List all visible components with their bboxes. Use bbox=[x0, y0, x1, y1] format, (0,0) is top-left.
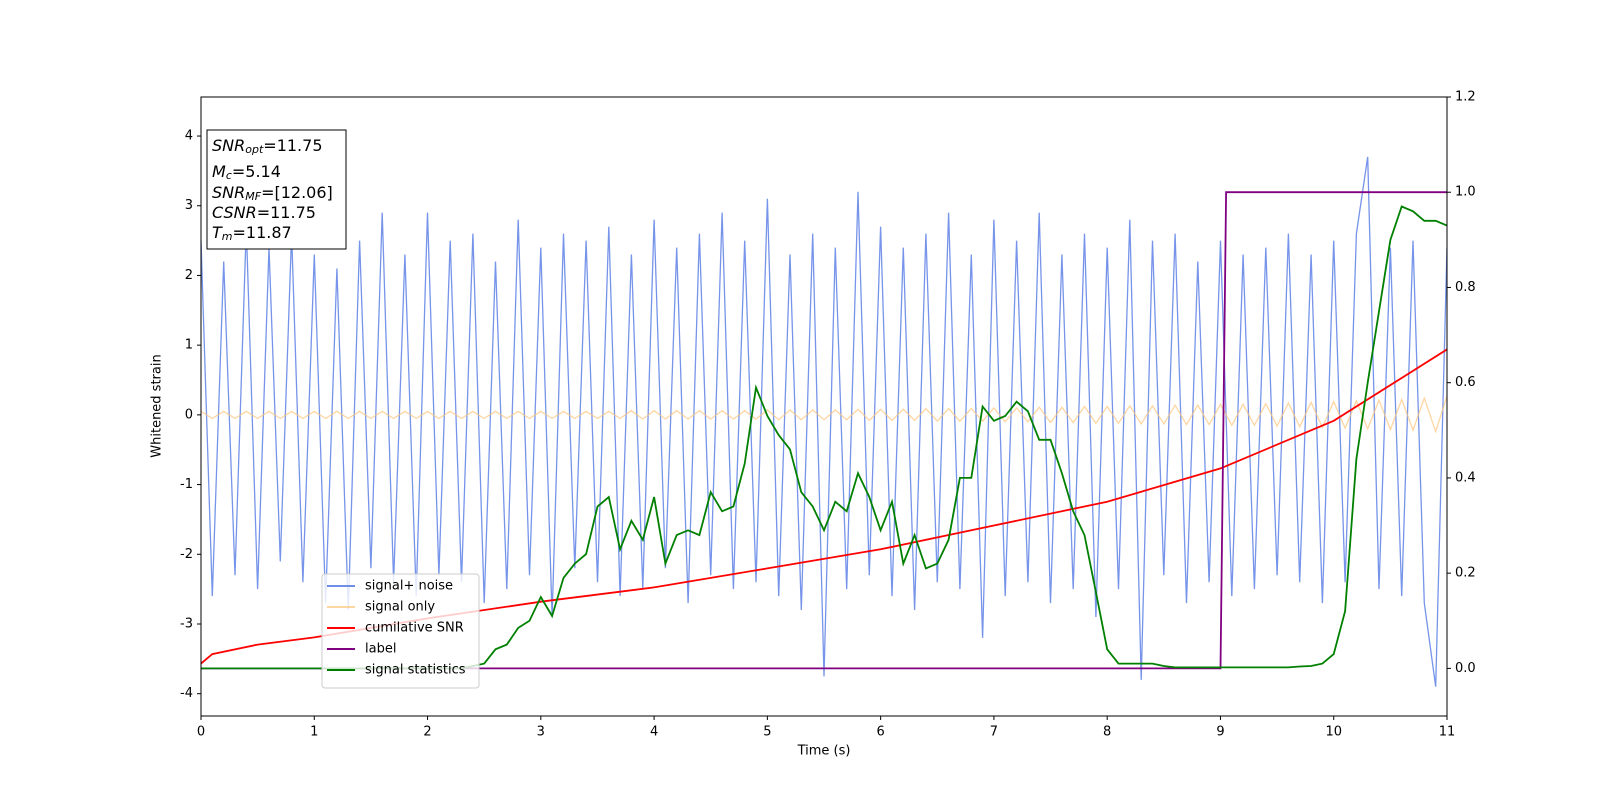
legend: signal+ noise signal only cumilative SNR la… bbox=[321, 573, 480, 689]
legend-label: label bbox=[365, 642, 396, 657]
annotation-frame bbox=[206, 129, 347, 250]
series-line bbox=[201, 191, 1447, 670]
annotation-subscript: opt bbox=[245, 143, 264, 156]
y2-tick-label: 0.6 bbox=[1455, 375, 1476, 390]
annotation-value: =11.75 bbox=[257, 203, 316, 222]
annotation-box: SNRopt=11.75Mc=5.14SNRMF=[12.06]CSNR=11.… bbox=[206, 129, 347, 250]
y2-tick-label: 1.0 bbox=[1455, 185, 1476, 200]
legend-label: signal only bbox=[365, 600, 435, 615]
x-tick-label: 0 bbox=[197, 725, 205, 740]
y2-tick-label: 0.8 bbox=[1455, 280, 1476, 295]
x-tick-label: 8 bbox=[1103, 725, 1111, 740]
y-tick-label: 1 bbox=[185, 338, 193, 353]
annotation-line: Mc=5.14 bbox=[212, 162, 281, 183]
annotation-line: SNRopt=11.75 bbox=[212, 136, 323, 157]
x-tick-label: 10 bbox=[1325, 725, 1342, 740]
legend-frame bbox=[321, 573, 480, 689]
annotation-line: SNRMF=[12.06] bbox=[212, 183, 333, 204]
annotation-value: =5.14 bbox=[232, 162, 281, 181]
x-tick-label: 11 bbox=[1439, 725, 1456, 740]
annotation-symbol: SNR bbox=[212, 183, 245, 202]
series-line bbox=[201, 395, 1447, 434]
annotation-symbol: M bbox=[212, 162, 226, 181]
y-tick-label: -2 bbox=[180, 547, 193, 562]
y-tick-label: -1 bbox=[180, 477, 193, 492]
series-line bbox=[201, 348, 1447, 665]
y-tick-label: 2 bbox=[185, 268, 193, 283]
x-tick-label: 1 bbox=[310, 725, 318, 740]
x-tick-label: 4 bbox=[650, 725, 658, 740]
series-line bbox=[201, 156, 1447, 687]
annotation-subscript: MF bbox=[245, 190, 261, 203]
annotation-subscript: m bbox=[222, 230, 233, 243]
y2-tick-label: 0.0 bbox=[1455, 661, 1476, 676]
x-tick-label: 2 bbox=[423, 725, 431, 740]
legend-label: cumilative SNR bbox=[365, 621, 464, 636]
annotation-value: =11.75 bbox=[263, 136, 322, 155]
y-tick-label: 3 bbox=[185, 198, 193, 213]
annotation-value: =[12.06] bbox=[261, 183, 333, 202]
annotation-subscript: c bbox=[226, 169, 232, 182]
annotation-symbol: T bbox=[212, 223, 223, 242]
x-tick-label: 5 bbox=[763, 725, 771, 740]
plot-frame bbox=[200, 96, 1448, 717]
y-tick-label: 0 bbox=[185, 407, 193, 422]
annotation-symbol: CSNR bbox=[212, 203, 257, 222]
legend-label: signal statistics bbox=[365, 663, 466, 678]
legend-label: signal+ noise bbox=[365, 579, 453, 594]
y2-tick-label: 1.2 bbox=[1455, 90, 1476, 105]
x-tick-label: 9 bbox=[1216, 725, 1224, 740]
y-tick-label: -3 bbox=[180, 616, 193, 631]
annotation-value: =11.87 bbox=[233, 223, 292, 242]
y-tick-label: 4 bbox=[185, 129, 193, 144]
x-tick-label: 7 bbox=[990, 725, 998, 740]
annotation-line: CSNR=11.75 bbox=[212, 203, 316, 222]
x-tick-label: 6 bbox=[876, 725, 884, 740]
y2-tick-label: 0.4 bbox=[1455, 470, 1476, 485]
annotation-line: Tm=11.87 bbox=[212, 223, 292, 244]
y-axis-label: Whitened strain bbox=[150, 354, 165, 457]
x-tick-label: 3 bbox=[537, 725, 545, 740]
annotation-symbol: SNR bbox=[212, 136, 245, 155]
x-axis-label: Time (s) bbox=[797, 744, 851, 759]
y2-tick-label: 0.2 bbox=[1455, 566, 1476, 581]
y-tick-label: -4 bbox=[180, 686, 193, 701]
